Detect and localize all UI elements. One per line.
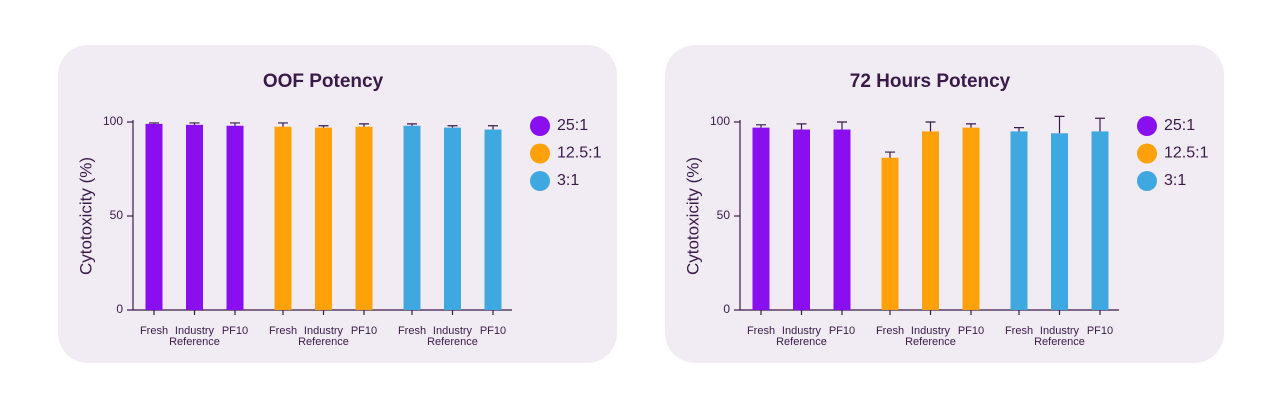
x-tick-label: Fresh — [747, 325, 775, 337]
bar — [1010, 131, 1028, 310]
bar — [355, 126, 373, 310]
bar — [1091, 131, 1109, 310]
panel — [665, 45, 1224, 363]
x-tick-label: Fresh — [140, 325, 168, 337]
y-tick-label: 100 — [710, 114, 730, 128]
bar — [833, 129, 851, 310]
bar — [444, 127, 461, 310]
bar — [922, 131, 939, 310]
bar — [226, 125, 244, 310]
legend-marker — [530, 143, 550, 164]
y-tick-label: 100 — [103, 114, 123, 128]
legend-marker — [1137, 116, 1157, 136]
chart-title: OOF Potency — [263, 71, 384, 92]
legend-label: 12.5:1 — [1164, 145, 1209, 162]
x-tick-label: Fresh — [269, 325, 297, 337]
error-bar — [1014, 127, 1024, 132]
error-bar — [756, 124, 766, 128]
error-bar — [488, 125, 498, 130]
x-tick-label: PF10 — [958, 325, 984, 337]
error-bar — [407, 123, 417, 126]
x-tick-label: Industry Reference — [169, 325, 220, 348]
bar — [881, 157, 899, 310]
error-bar — [447, 125, 458, 128]
legend-label: 25:1 — [1164, 117, 1195, 134]
legend-marker — [1137, 171, 1157, 191]
x-tick-label: Industry Reference — [298, 325, 349, 348]
x-tick-label: Fresh — [876, 325, 904, 337]
bar — [403, 125, 421, 310]
error-bar — [1054, 115, 1065, 134]
x-tick-label: Industry Reference — [905, 325, 956, 348]
panel — [58, 45, 617, 363]
bar — [752, 127, 770, 310]
bar — [186, 124, 203, 310]
y-axis-label: Cytotoxicity (%) — [76, 157, 95, 275]
error-bar — [359, 123, 369, 127]
x-tick-label: Industry Reference — [1034, 325, 1085, 348]
error-bar — [189, 122, 200, 125]
y-axis-label: Cytotoxicity (%) — [683, 157, 702, 275]
legend-marker — [530, 171, 550, 191]
bar — [484, 129, 502, 310]
x-tick-label: Industry Reference — [427, 325, 478, 348]
chart-title: 72 Hours Potency — [850, 71, 1011, 92]
x-tick-label: PF10 — [222, 325, 248, 337]
x-tick-label: Fresh — [398, 325, 426, 337]
bar — [145, 123, 163, 310]
error-bar — [925, 121, 936, 132]
error-bar — [230, 122, 240, 126]
bar — [1051, 133, 1068, 310]
legend-marker — [530, 116, 550, 136]
x-tick-label: PF10 — [829, 325, 855, 337]
bar — [315, 127, 332, 310]
error-bar — [278, 122, 288, 127]
legend-label: 25:1 — [557, 117, 588, 134]
error-bar — [318, 125, 329, 128]
error-bar — [966, 123, 976, 128]
error-bar — [885, 151, 895, 158]
x-tick-label: Fresh — [1005, 325, 1033, 337]
bar — [274, 126, 292, 310]
x-tick-label: PF10 — [351, 325, 377, 337]
bar — [793, 129, 810, 310]
y-tick-label: 0 — [116, 302, 123, 316]
error-bar — [796, 123, 807, 130]
legend-label: 3:1 — [1164, 172, 1186, 189]
x-tick-label: PF10 — [480, 325, 506, 337]
error-bar — [149, 122, 159, 124]
y-tick-label: 50 — [717, 208, 731, 222]
x-tick-label: Industry Reference — [776, 325, 827, 348]
error-bar — [1095, 117, 1105, 132]
x-tick-label: PF10 — [1087, 325, 1113, 337]
legend-marker — [1137, 143, 1157, 164]
y-tick-label: 50 — [110, 208, 124, 222]
error-bar — [837, 121, 847, 130]
y-tick-label: 0 — [723, 302, 730, 316]
legend-label: 3:1 — [557, 172, 579, 189]
legend-label: 12.5:1 — [557, 145, 602, 162]
bar — [962, 127, 980, 310]
